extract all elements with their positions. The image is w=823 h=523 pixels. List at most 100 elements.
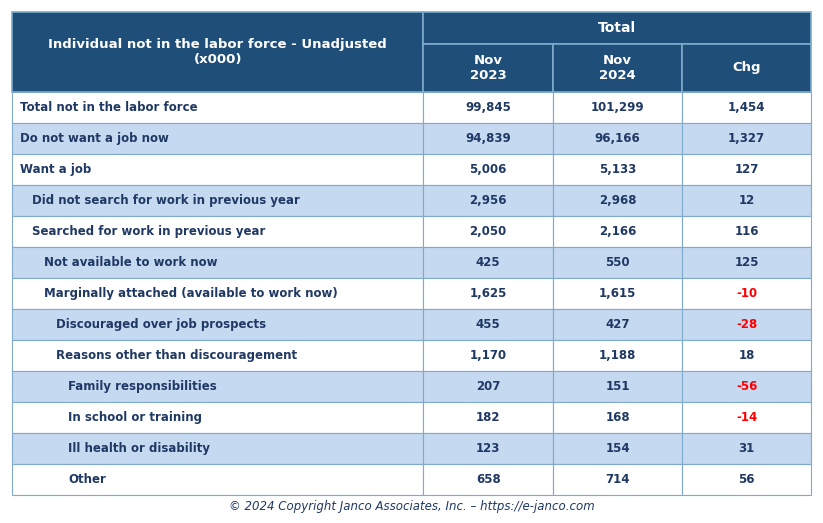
- Bar: [682, 340, 811, 371]
- Bar: [424, 92, 553, 123]
- Bar: [682, 44, 811, 92]
- Bar: [553, 154, 682, 185]
- Text: -14: -14: [736, 411, 757, 424]
- Bar: [424, 12, 811, 44]
- Bar: [553, 247, 682, 278]
- Bar: [424, 216, 553, 247]
- Text: 2,956: 2,956: [469, 194, 507, 207]
- Text: © 2024 Copyright Janco Associates, Inc. – https://e-janco.com: © 2024 Copyright Janco Associates, Inc. …: [229, 500, 594, 513]
- Bar: [12, 340, 424, 371]
- Bar: [424, 433, 553, 464]
- Text: 550: 550: [606, 256, 630, 269]
- Text: 714: 714: [606, 473, 630, 486]
- Text: 154: 154: [606, 442, 630, 455]
- Text: 658: 658: [476, 473, 500, 486]
- Text: 101,299: 101,299: [591, 101, 644, 114]
- Text: 1,170: 1,170: [470, 349, 507, 362]
- Bar: [553, 216, 682, 247]
- Bar: [682, 154, 811, 185]
- Bar: [424, 185, 553, 216]
- Bar: [682, 309, 811, 340]
- Bar: [424, 309, 553, 340]
- Bar: [12, 154, 424, 185]
- Text: 2,968: 2,968: [599, 194, 636, 207]
- Bar: [424, 464, 553, 495]
- Text: 5,133: 5,133: [599, 163, 636, 176]
- Text: Want a job: Want a job: [20, 163, 91, 176]
- Bar: [682, 464, 811, 495]
- Text: 207: 207: [476, 380, 500, 393]
- Bar: [682, 216, 811, 247]
- Bar: [12, 371, 424, 402]
- Bar: [682, 278, 811, 309]
- Text: 5,006: 5,006: [469, 163, 507, 176]
- Text: 455: 455: [476, 318, 500, 331]
- Text: Other: Other: [68, 473, 106, 486]
- Bar: [553, 123, 682, 154]
- Text: 94,839: 94,839: [465, 132, 511, 145]
- Bar: [12, 309, 424, 340]
- Text: Individual not in the labor force - Unadjusted
(x000): Individual not in the labor force - Unad…: [49, 38, 387, 66]
- Bar: [12, 402, 424, 433]
- Text: 31: 31: [738, 442, 755, 455]
- Text: Total: Total: [598, 21, 636, 35]
- Text: 123: 123: [476, 442, 500, 455]
- Bar: [682, 185, 811, 216]
- Text: -56: -56: [736, 380, 757, 393]
- Text: Family responsibilities: Family responsibilities: [68, 380, 216, 393]
- Bar: [553, 278, 682, 309]
- Bar: [424, 154, 553, 185]
- Bar: [12, 12, 424, 92]
- Bar: [682, 247, 811, 278]
- Text: 1,188: 1,188: [599, 349, 636, 362]
- Bar: [553, 185, 682, 216]
- Bar: [12, 123, 424, 154]
- Text: Do not want a job now: Do not want a job now: [20, 132, 169, 145]
- Bar: [553, 340, 682, 371]
- Text: 1,327: 1,327: [728, 132, 765, 145]
- Text: 427: 427: [606, 318, 630, 331]
- Bar: [553, 371, 682, 402]
- Text: Discouraged over job prospects: Discouraged over job prospects: [56, 318, 266, 331]
- Text: 1,454: 1,454: [728, 101, 765, 114]
- Text: 1,615: 1,615: [599, 287, 636, 300]
- Bar: [424, 247, 553, 278]
- Text: 116: 116: [734, 225, 759, 238]
- Bar: [682, 123, 811, 154]
- Bar: [682, 92, 811, 123]
- Bar: [682, 371, 811, 402]
- Text: 1,625: 1,625: [469, 287, 507, 300]
- Text: -28: -28: [736, 318, 757, 331]
- Text: Searched for work in previous year: Searched for work in previous year: [32, 225, 265, 238]
- Bar: [424, 123, 553, 154]
- Text: 182: 182: [476, 411, 500, 424]
- Text: 96,166: 96,166: [595, 132, 640, 145]
- Text: Marginally attached (available to work now): Marginally attached (available to work n…: [44, 287, 337, 300]
- Bar: [12, 433, 424, 464]
- Bar: [553, 309, 682, 340]
- Bar: [424, 278, 553, 309]
- Bar: [12, 185, 424, 216]
- Bar: [553, 402, 682, 433]
- Bar: [682, 433, 811, 464]
- Text: In school or training: In school or training: [68, 411, 202, 424]
- Text: 18: 18: [738, 349, 755, 362]
- Text: 2,166: 2,166: [599, 225, 636, 238]
- Text: Total not in the labor force: Total not in the labor force: [20, 101, 198, 114]
- Text: Nov
2023: Nov 2023: [470, 54, 507, 82]
- Text: Nov
2024: Nov 2024: [599, 54, 636, 82]
- Text: Chg: Chg: [732, 62, 761, 74]
- Bar: [12, 247, 424, 278]
- Text: 12: 12: [738, 194, 755, 207]
- Text: 151: 151: [606, 380, 630, 393]
- Bar: [12, 216, 424, 247]
- Bar: [12, 92, 424, 123]
- Bar: [424, 340, 553, 371]
- Text: Ill health or disability: Ill health or disability: [68, 442, 210, 455]
- Text: -10: -10: [736, 287, 757, 300]
- Text: 2,050: 2,050: [470, 225, 507, 238]
- Bar: [424, 371, 553, 402]
- Bar: [553, 433, 682, 464]
- Text: 127: 127: [734, 163, 759, 176]
- Bar: [682, 402, 811, 433]
